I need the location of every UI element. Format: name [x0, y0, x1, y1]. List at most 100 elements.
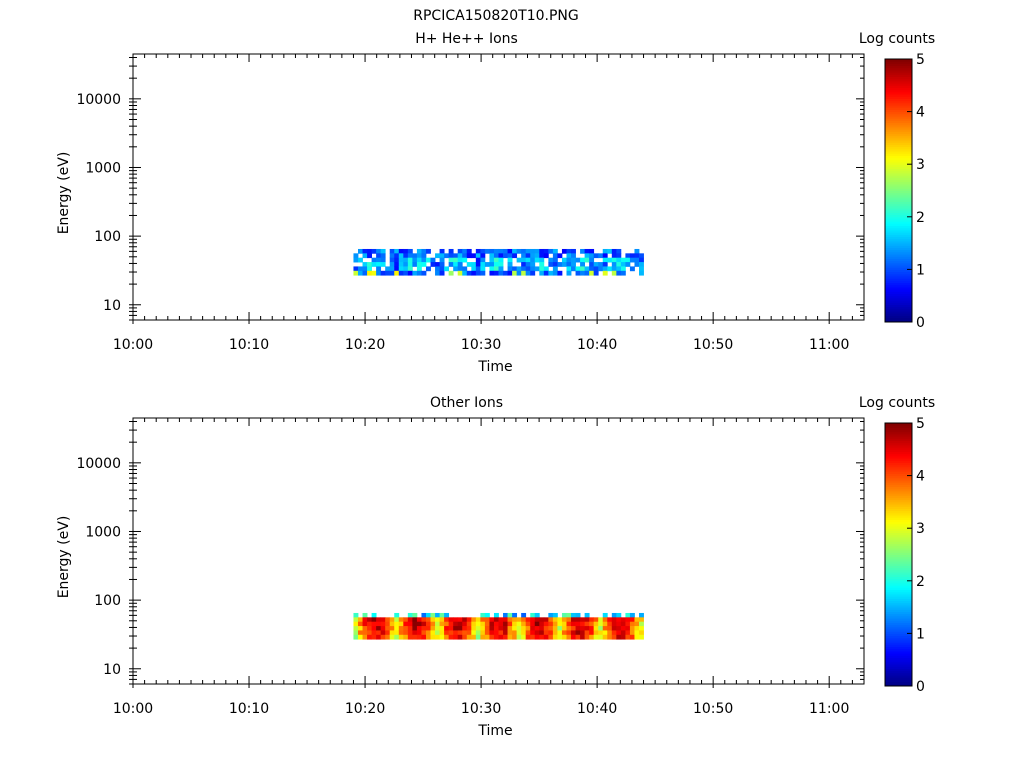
- heatmap-cell: [548, 621, 554, 627]
- heatmap-cell: [362, 634, 368, 640]
- colorbar-step: [885, 59, 912, 62]
- plot-frame: [132, 53, 865, 321]
- colorbar-step: [885, 466, 912, 470]
- colorbar-step: [885, 271, 912, 275]
- heatmap-cell: [584, 266, 590, 272]
- heatmap-cell: [507, 630, 513, 636]
- heatmap-cell: [403, 248, 409, 254]
- heatmap-cell: [357, 266, 363, 272]
- heatmap-cell: [557, 262, 563, 267]
- heatmap-cell: [425, 617, 431, 623]
- heatmap-cell: [416, 248, 422, 254]
- heatmap-cell: [521, 262, 527, 267]
- heatmap-cell: [639, 621, 644, 627]
- heatmap-cell: [407, 266, 413, 272]
- colorbar-step: [885, 205, 912, 209]
- colorbar-step: [885, 223, 912, 227]
- colorbar-step: [885, 602, 912, 606]
- colorbar-step: [885, 203, 912, 207]
- heatmap-cell: [589, 253, 595, 259]
- colorbar-step: [885, 190, 912, 194]
- colorbar-step: [885, 659, 912, 663]
- heatmap-cell: [421, 257, 427, 263]
- colorbar-step: [885, 118, 912, 121]
- heatmap-cell: [561, 621, 567, 627]
- colorbar-step: [885, 508, 912, 512]
- colorbar-step: [885, 129, 912, 132]
- heatmap-cell: [462, 634, 468, 640]
- colorbar-step: [885, 475, 912, 479]
- heatmap-cell: [557, 626, 563, 631]
- heatmap-cell: [571, 621, 576, 627]
- heatmap-cell: [484, 630, 490, 636]
- heatmap-cell: [634, 634, 640, 640]
- colorbar-step: [885, 168, 912, 172]
- heatmap-cell: [389, 630, 395, 636]
- heatmap-cell: [453, 266, 459, 272]
- heatmap-cell: [353, 617, 359, 623]
- colorbar-step: [885, 547, 912, 551]
- heatmap-cell: [598, 626, 604, 631]
- colorbar-step: [885, 517, 912, 520]
- y-tick-label: 1000: [85, 160, 121, 176]
- colorbar-step: [885, 96, 912, 99]
- heatmap-cell: [598, 621, 604, 627]
- heatmap-cell: [412, 262, 418, 267]
- heatmap-cell: [489, 257, 495, 263]
- colorbar-tick-label: 5: [916, 416, 925, 432]
- heatmap-cell: [534, 634, 540, 640]
- heatmap-cell: [471, 626, 477, 631]
- heatmap-cell: [639, 634, 644, 640]
- heatmap-cell: [530, 634, 536, 640]
- y-tick-label: 10: [103, 662, 121, 678]
- heatmap-cell: [530, 253, 536, 259]
- colorbar-step: [885, 155, 912, 159]
- heatmap-cell: [371, 621, 377, 627]
- heatmap-cell: [561, 617, 567, 623]
- heatmap-cell: [412, 253, 418, 259]
- colorbar-step: [885, 469, 912, 472]
- heatmap-cell: [448, 617, 454, 623]
- heatmap-cell: [516, 630, 522, 636]
- x-tick-label: 10:50: [693, 701, 733, 717]
- heatmap-cell: [548, 612, 554, 618]
- heatmap-cell: [507, 634, 513, 640]
- y-axis: 10 100 1000 10000 Energy (eV): [56, 57, 864, 321]
- heatmap-cell: [521, 617, 527, 623]
- heatmap-cell: [466, 630, 472, 636]
- heatmap-cell: [534, 612, 540, 618]
- heatmap-cell: [512, 270, 518, 276]
- colorbar-step: [885, 186, 912, 189]
- heatmap-cell: [489, 621, 495, 627]
- heatmap-cell: [634, 253, 640, 259]
- heatmap-cell: [611, 617, 617, 623]
- heatmap-cell: [639, 626, 644, 631]
- heatmap-cell: [439, 253, 445, 259]
- heatmap-cell: [371, 617, 377, 623]
- heatmap-cell: [453, 630, 459, 636]
- colorbar-step: [885, 98, 912, 102]
- heatmap-cell: [435, 634, 440, 640]
- heatmap-cell: [566, 621, 572, 627]
- colorbar-step: [885, 188, 912, 191]
- heatmap-cell: [448, 248, 454, 254]
- colorbar-step: [885, 495, 912, 499]
- heatmap-cell: [484, 617, 490, 623]
- heatmap-cell: [471, 262, 477, 267]
- heatmap-cell: [561, 262, 567, 267]
- heatmap-cell: [448, 621, 454, 627]
- colorbar-step: [885, 265, 912, 268]
- heatmap-cell: [616, 253, 622, 259]
- colorbar-step: [885, 135, 912, 139]
- heatmap-cell: [616, 626, 622, 631]
- heatmap-cell: [457, 630, 463, 636]
- colorbar-step: [885, 554, 912, 558]
- heatmap-cell: [566, 270, 572, 276]
- colorbar-step: [885, 545, 912, 549]
- heatmap-cell: [593, 266, 599, 272]
- heatmap-cell: [602, 634, 608, 640]
- colorbar: 0 1 2 3 4 5 Log counts: [859, 395, 935, 695]
- heatmap-cell: [353, 630, 359, 636]
- heatmap-cell: [566, 248, 572, 254]
- heatmap-cell: [380, 248, 386, 254]
